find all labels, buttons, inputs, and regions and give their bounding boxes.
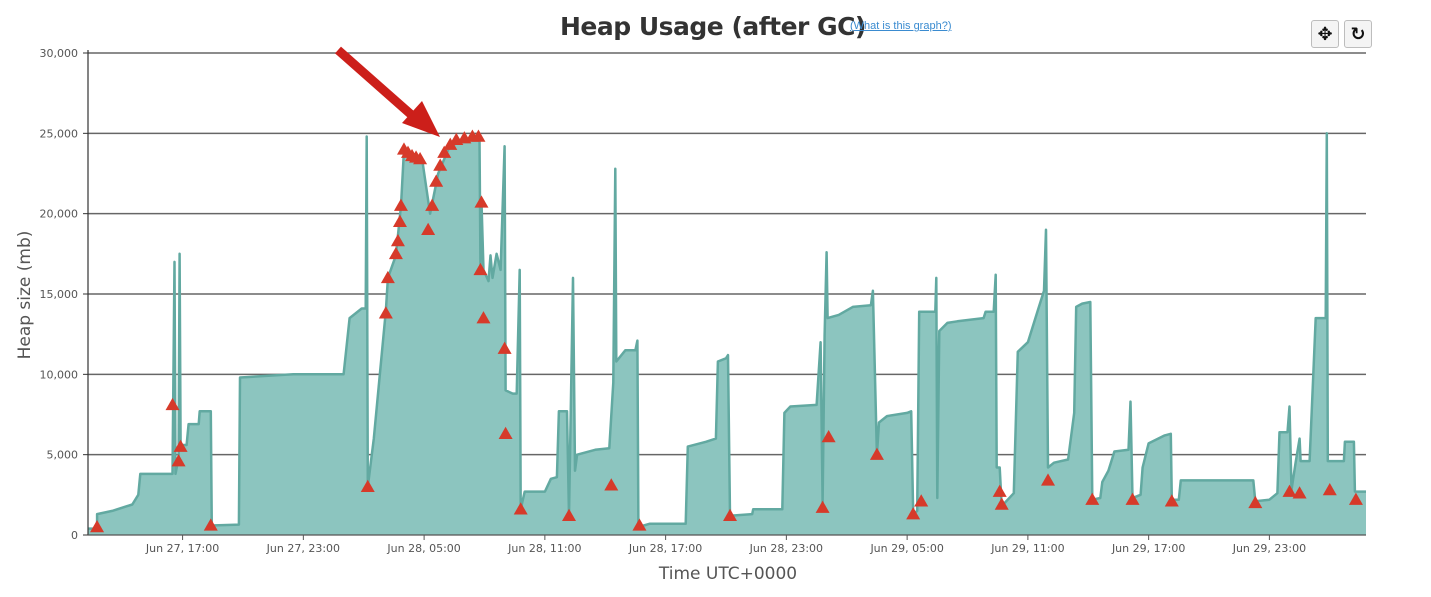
gc-event-markers (90, 129, 1363, 533)
reset-rotate-icon: ↻ (1350, 23, 1366, 45)
gc-event-marker[interactable] (1348, 492, 1363, 505)
heap-area-fill (88, 133, 1366, 536)
gc-event-marker[interactable] (1322, 483, 1337, 496)
gc-event-marker[interactable] (632, 518, 647, 531)
y-tick-label: 0 (71, 529, 78, 542)
gc-event-marker[interactable] (604, 478, 619, 491)
y-axis-title: Heap size (mb) (15, 231, 35, 360)
gc-event-marker[interactable] (994, 497, 1009, 510)
chart-header: Heap Usage (after GC) (What is this grap… (0, 8, 1431, 48)
heap-area-line (88, 132, 1366, 530)
x-tick-label: Jun 28, 11:00 (507, 542, 581, 555)
gc-event-marker[interactable] (393, 198, 408, 211)
y-tick-label: 30,000 (40, 47, 79, 60)
chart-title: Heap Usage (after GC) (560, 12, 866, 41)
gc-event-marker[interactable] (1292, 486, 1307, 499)
gc-event-marker[interactable] (562, 508, 577, 521)
gc-event-marker[interactable] (1164, 494, 1179, 507)
gc-event-marker[interactable] (474, 195, 489, 208)
gc-event-marker[interactable] (413, 152, 428, 165)
gc-event-marker[interactable] (360, 479, 375, 493)
gc-event-marker[interactable] (497, 341, 512, 354)
gc-event-marker[interactable] (1282, 484, 1297, 497)
gc-event-marker[interactable] (429, 174, 444, 187)
axes: 0 5,000 10,000 15,000 20,000 25,000 30,000 Jun … (40, 47, 1366, 555)
gc-event-marker[interactable] (173, 439, 188, 452)
gc-event-marker[interactable] (203, 518, 218, 531)
gc-event-marker[interactable] (1085, 492, 1100, 505)
y-tick-label: 5,000 (47, 449, 79, 462)
gc-event-marker[interactable] (165, 397, 180, 411)
x-tick-label: Jun 27, 23:00 (266, 542, 340, 555)
gc-event-marker[interactable] (171, 454, 186, 467)
y-tick-label: 25,000 (40, 127, 79, 140)
gc-event-marker[interactable] (471, 129, 486, 142)
gc-event-marker[interactable] (421, 222, 436, 235)
gc-event-marker[interactable] (498, 426, 513, 440)
gc-event-marker[interactable] (473, 262, 488, 276)
reset-zoom-button[interactable]: ↻ (1344, 20, 1372, 48)
arrow-head (402, 101, 440, 137)
gc-event-marker[interactable] (723, 508, 738, 521)
annotation-arrow (335, 46, 440, 137)
x-tick-label: Jun 28, 23:00 (749, 542, 823, 555)
gc-event-marker[interactable] (476, 311, 491, 324)
x-tick-label: Jun 27, 17:00 (145, 542, 219, 555)
gc-event-marker[interactable] (392, 214, 407, 227)
gc-event-marker[interactable] (425, 198, 440, 211)
gc-event-marker[interactable] (1248, 495, 1263, 509)
y-tick-label: 10,000 (40, 368, 79, 381)
gc-event-marker[interactable] (388, 246, 403, 260)
gc-event-marker[interactable] (380, 270, 395, 284)
gc-event-marker[interactable] (869, 447, 884, 460)
x-tick-label: Jun 29, 17:00 (1111, 542, 1185, 555)
y-tick-label: 20,000 (40, 208, 79, 221)
gc-event-marker[interactable] (90, 519, 105, 533)
x-tick-label: Jun 29, 05:00 (869, 542, 943, 555)
gc-event-marker[interactable] (992, 484, 1007, 497)
gc-event-marker[interactable] (390, 233, 405, 247)
gc-event-marker[interactable] (821, 429, 836, 443)
arrow-shaft (335, 46, 418, 122)
gc-event-marker[interactable] (1041, 473, 1056, 486)
gc-event-marker[interactable] (378, 306, 393, 319)
gc-event-marker[interactable] (906, 507, 921, 520)
gc-event-marker[interactable] (914, 494, 929, 507)
gc-event-marker[interactable] (815, 500, 830, 513)
x-tick-label: Jun 29, 23:00 (1232, 542, 1306, 555)
pan-button[interactable]: ✥ (1311, 20, 1339, 48)
heap-area-series (88, 132, 1366, 536)
move-cross-icon: ✥ (1317, 23, 1333, 45)
gc-event-marker[interactable] (433, 158, 448, 171)
gc-event-marker[interactable] (437, 145, 452, 158)
x-tick-label: Jun 28, 17:00 (628, 542, 702, 555)
x-tick-label: Jun 29, 11:00 (990, 542, 1064, 555)
gc-event-marker[interactable] (1125, 492, 1140, 505)
what-is-this-graph-link[interactable]: (What is this graph?) (850, 20, 952, 32)
x-axis-title: Time UTC+0000 (658, 564, 797, 584)
x-tick-label: Jun 28, 05:00 (386, 542, 460, 555)
gc-event-marker[interactable] (513, 502, 528, 515)
y-tick-label: 15,000 (40, 288, 79, 301)
